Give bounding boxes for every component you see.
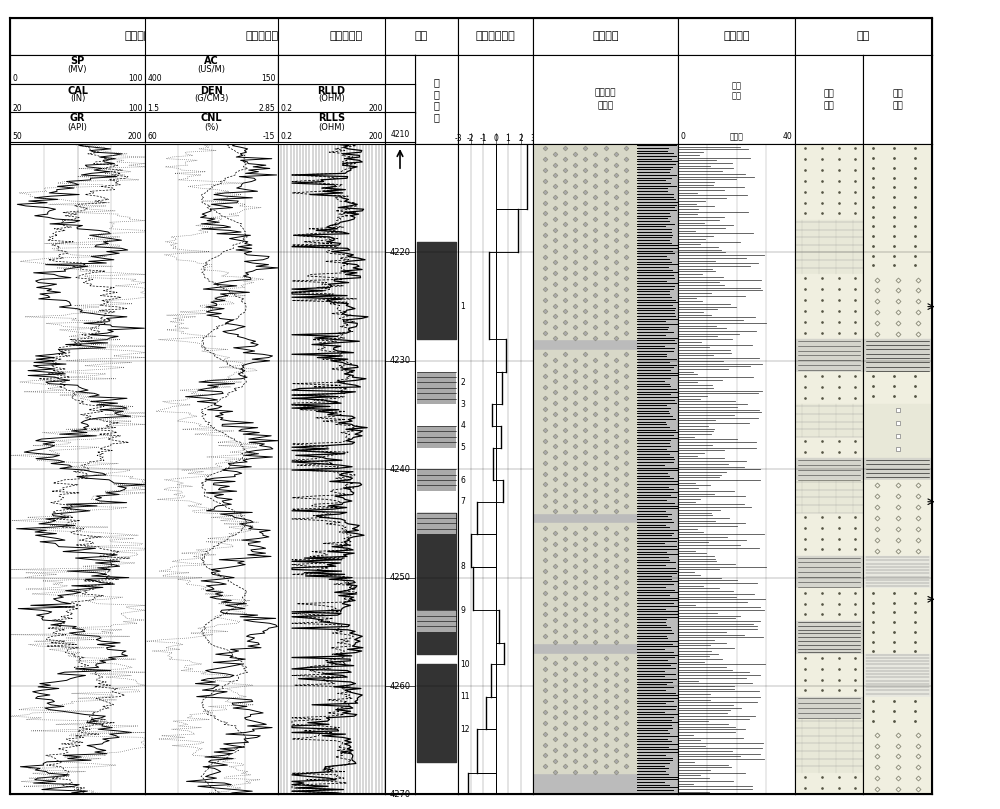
Text: (API): (API) bbox=[68, 122, 87, 132]
Text: 砂泥剖面: 砂泥剖面 bbox=[592, 32, 619, 41]
Text: GR: GR bbox=[70, 113, 85, 124]
Text: 0: 0 bbox=[493, 134, 498, 143]
Text: -15: -15 bbox=[263, 133, 275, 142]
Text: 60: 60 bbox=[148, 133, 157, 142]
Text: 8: 8 bbox=[460, 562, 465, 571]
Text: 2: 2 bbox=[460, 378, 465, 387]
Text: DEN: DEN bbox=[200, 86, 223, 95]
Text: 0.2: 0.2 bbox=[280, 104, 292, 112]
Text: -2: -2 bbox=[467, 134, 474, 143]
Text: 11: 11 bbox=[460, 693, 470, 701]
Text: 50: 50 bbox=[13, 133, 22, 142]
Text: (MV): (MV) bbox=[68, 65, 87, 74]
Text: 4250: 4250 bbox=[390, 573, 411, 582]
Text: 岩性: 岩性 bbox=[857, 32, 870, 41]
Text: 三孔隙度曲线: 三孔隙度曲线 bbox=[245, 32, 285, 41]
Text: 1: 1 bbox=[460, 302, 465, 311]
Text: 9: 9 bbox=[460, 606, 465, 615]
Text: 20: 20 bbox=[13, 104, 22, 112]
Text: 岩性柱状
剖面图: 岩性柱状 剖面图 bbox=[595, 88, 616, 111]
Text: 40: 40 bbox=[783, 133, 793, 142]
Text: (OHM): (OHM) bbox=[318, 122, 345, 132]
Text: -1: -1 bbox=[479, 134, 487, 143]
Text: 4230: 4230 bbox=[389, 356, 411, 366]
Text: (G/CM3): (G/CM3) bbox=[194, 94, 229, 104]
Text: RLLS: RLLS bbox=[318, 113, 345, 124]
Text: 3: 3 bbox=[460, 400, 465, 409]
Text: 100: 100 bbox=[128, 74, 142, 83]
Text: (%): (%) bbox=[204, 122, 219, 132]
Text: 4260: 4260 bbox=[389, 681, 411, 691]
Text: 10: 10 bbox=[460, 660, 470, 669]
Text: 200: 200 bbox=[368, 104, 383, 112]
Text: 4210: 4210 bbox=[390, 129, 410, 138]
Text: 井壁
岩芯: 井壁 岩芯 bbox=[892, 89, 903, 110]
Text: (OHM): (OHM) bbox=[318, 94, 345, 104]
Text: 6: 6 bbox=[460, 476, 465, 485]
Text: 孔隙度: 孔隙度 bbox=[730, 133, 743, 142]
Text: 解
释
结
论: 解 释 结 论 bbox=[434, 77, 439, 122]
Text: 200: 200 bbox=[368, 133, 383, 142]
Text: 2.85: 2.85 bbox=[259, 104, 275, 112]
Text: CNL: CNL bbox=[201, 113, 222, 124]
Text: AC: AC bbox=[204, 57, 219, 66]
Text: 7: 7 bbox=[460, 498, 465, 506]
Text: SP: SP bbox=[70, 57, 85, 66]
Text: -3: -3 bbox=[454, 134, 462, 143]
Text: 12: 12 bbox=[460, 725, 470, 734]
Text: 物性分析: 物性分析 bbox=[723, 32, 750, 41]
Text: 岩性判别分析: 岩性判别分析 bbox=[476, 32, 515, 41]
Text: 岩芯
柱图: 岩芯 柱图 bbox=[824, 89, 834, 110]
Text: 泥质指示曲线: 泥质指示曲线 bbox=[124, 32, 164, 41]
Text: 5: 5 bbox=[460, 443, 465, 452]
Text: CAL: CAL bbox=[67, 86, 88, 95]
Text: 100: 100 bbox=[128, 104, 142, 112]
Text: 0.2: 0.2 bbox=[280, 133, 292, 142]
Text: 4240: 4240 bbox=[390, 464, 411, 474]
Text: 电阻率曲线: 电阻率曲线 bbox=[330, 32, 363, 41]
Text: 150: 150 bbox=[261, 74, 275, 83]
Text: 1: 1 bbox=[506, 134, 510, 143]
Text: 深度: 深度 bbox=[415, 32, 428, 41]
Text: 1.5: 1.5 bbox=[148, 104, 160, 112]
Text: RLLD: RLLD bbox=[318, 86, 346, 95]
Text: 剖
深: 剖 深 bbox=[398, 86, 402, 104]
Text: (US/M): (US/M) bbox=[198, 65, 226, 74]
Text: 0: 0 bbox=[13, 74, 18, 83]
Text: 200: 200 bbox=[128, 133, 142, 142]
Text: 0: 0 bbox=[680, 133, 685, 142]
Text: (IN): (IN) bbox=[70, 94, 85, 104]
Text: 400: 400 bbox=[148, 74, 162, 83]
Text: 2: 2 bbox=[518, 134, 523, 143]
Text: 4220: 4220 bbox=[390, 248, 411, 257]
Text: 岩芯
柱图: 岩芯 柱图 bbox=[732, 81, 742, 100]
Text: 3: 3 bbox=[531, 134, 535, 143]
Text: 4270: 4270 bbox=[389, 790, 411, 799]
Text: 4: 4 bbox=[460, 421, 465, 430]
